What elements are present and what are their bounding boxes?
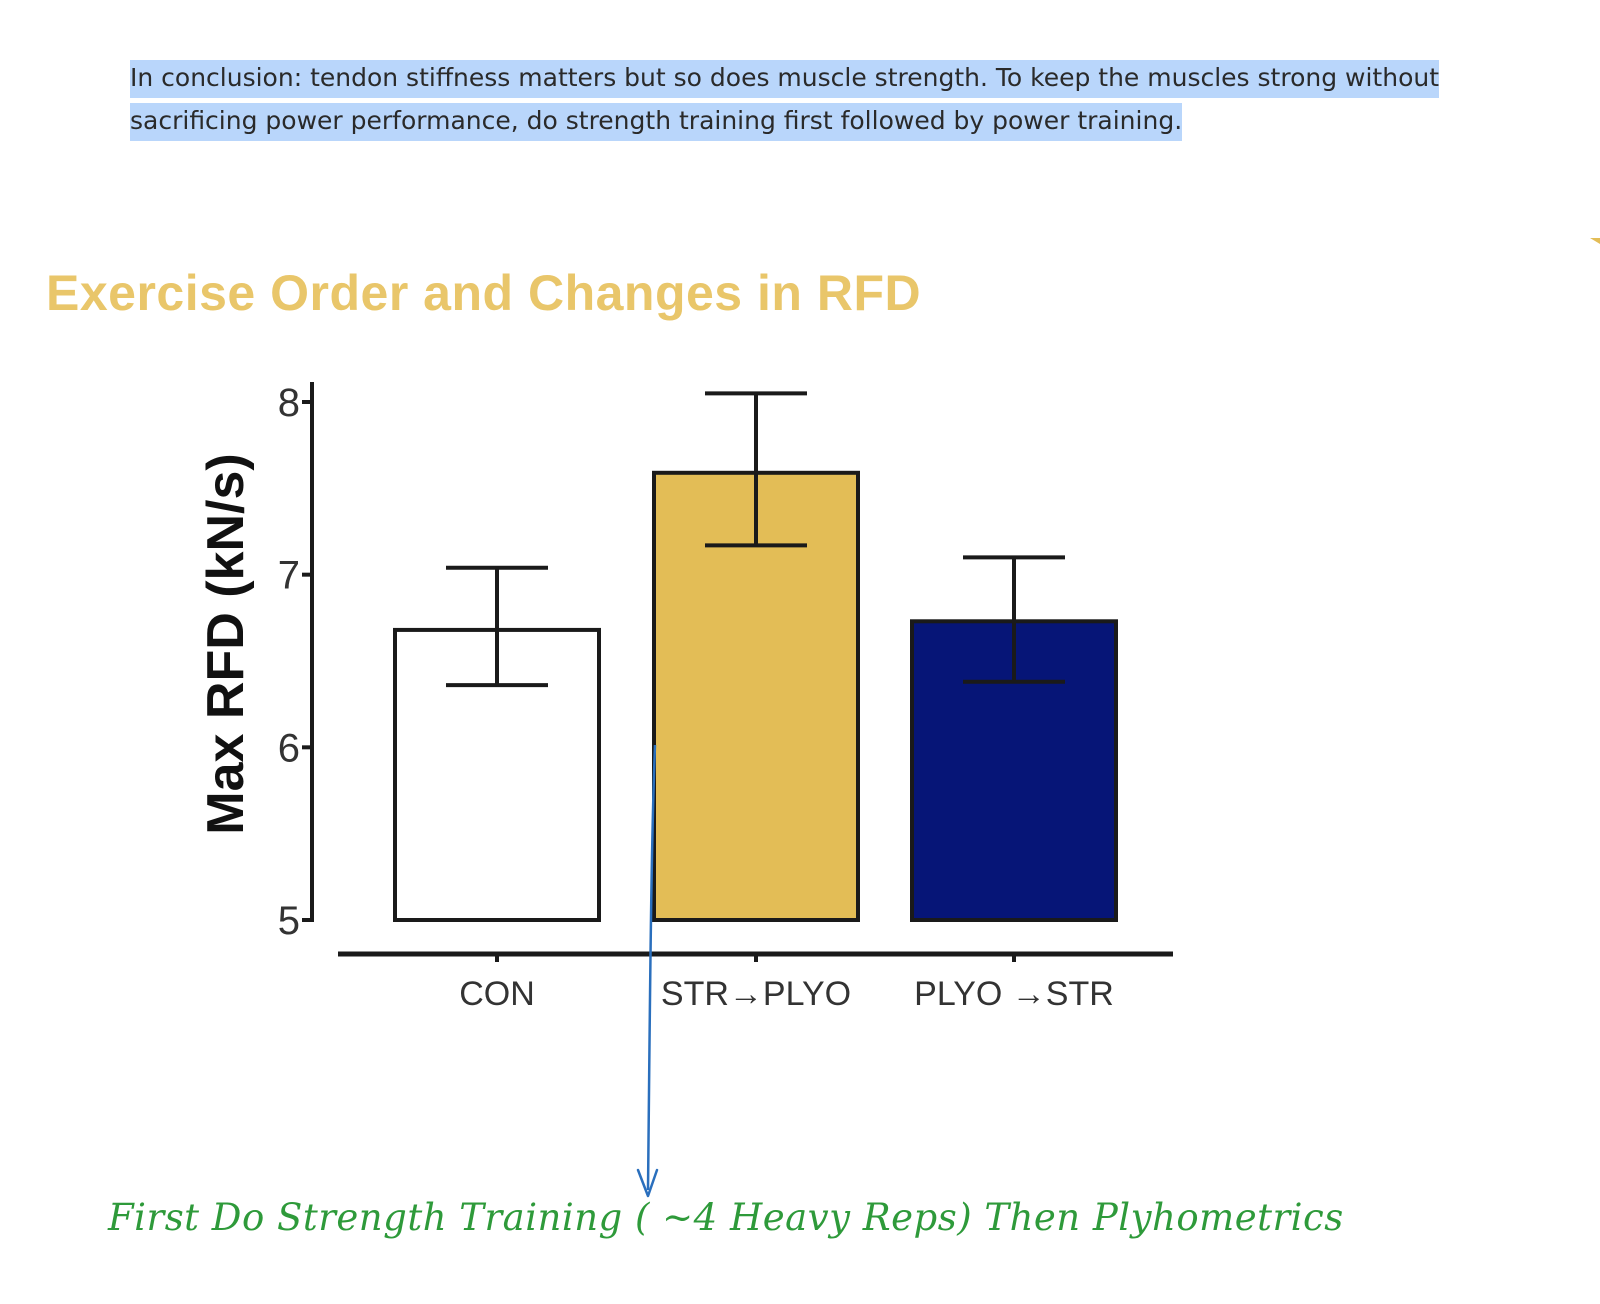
y-tick-label-1: 5 [278,899,300,943]
axes-layer [302,382,1173,962]
bar-2 [652,470,860,922]
error-bars-layer [446,391,1065,688]
y-axis-label: Max RFD (kN/s) [197,453,255,834]
y-tick-label-4: 8 [278,381,300,425]
chart-title: Exercise Order and Changes in RFD [46,265,922,321]
x-tick-label-1: CON [459,975,535,1013]
y-tick-label-3: 7 [278,554,300,598]
paragraph-line-2: sacrificing power performance, do streng… [130,103,1183,141]
x-tick-label-2: STR→PLYO [661,975,851,1013]
annotation-note: First Do Strength Training ( ~4 Heavy Re… [108,1196,1344,1239]
corner-mark-icon [1590,238,1600,244]
y-tick-label-2: 6 [278,726,300,770]
conclusion-paragraph: In conclusion: tendon stiffness matters … [130,56,1570,142]
bar-chart: CON STR→PLYO PLYO →STR 5 6 7 8 Max RFD (kN/s) [197,381,1173,1013]
labels-layer: CON STR→PLYO PLYO →STR 5 6 7 8 Max RFD (kN/s) [197,381,1114,1013]
x-tick-label-3: PLYO →STR [914,975,1114,1013]
paragraph-line-1: In conclusion: tendon stiffness matters … [130,60,1440,98]
